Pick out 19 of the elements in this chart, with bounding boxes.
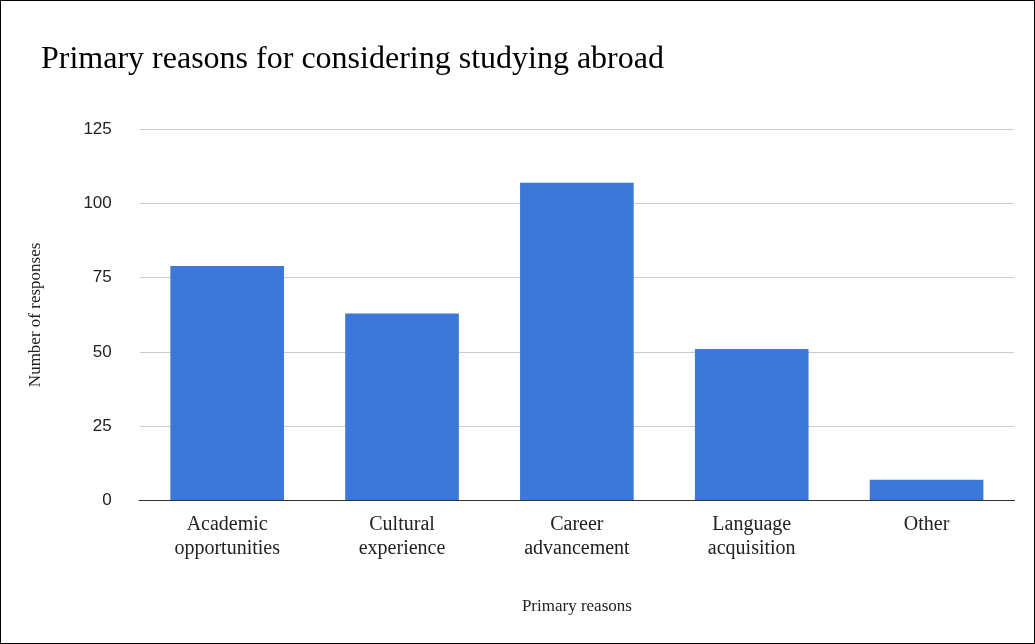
y-tick-label: 75 xyxy=(92,267,112,287)
bar xyxy=(869,479,984,501)
y-tick-label: 0 xyxy=(102,490,112,510)
x-tick-label: Other xyxy=(903,511,950,534)
y-axis-title: Number of responses xyxy=(24,242,44,388)
x-tick-label: Career advancement xyxy=(524,511,631,558)
x-tick-label: Language acquisition xyxy=(707,511,796,559)
bar xyxy=(520,182,634,501)
y-tick-label: 100 xyxy=(83,193,112,213)
bar xyxy=(170,265,285,501)
chart-title: Primary reasons for considering studying abroad xyxy=(41,39,664,76)
x-axis-title: Primary reasons xyxy=(521,596,632,616)
bar xyxy=(694,349,809,501)
y-tick-label: 50 xyxy=(92,341,112,361)
y-tick-label: 125 xyxy=(83,118,112,138)
bar xyxy=(345,313,459,501)
y-tick-label: 25 xyxy=(92,416,112,436)
x-tick-label: Academic opportunities xyxy=(174,511,281,559)
x-tick-label: Cultural experience xyxy=(358,511,446,559)
